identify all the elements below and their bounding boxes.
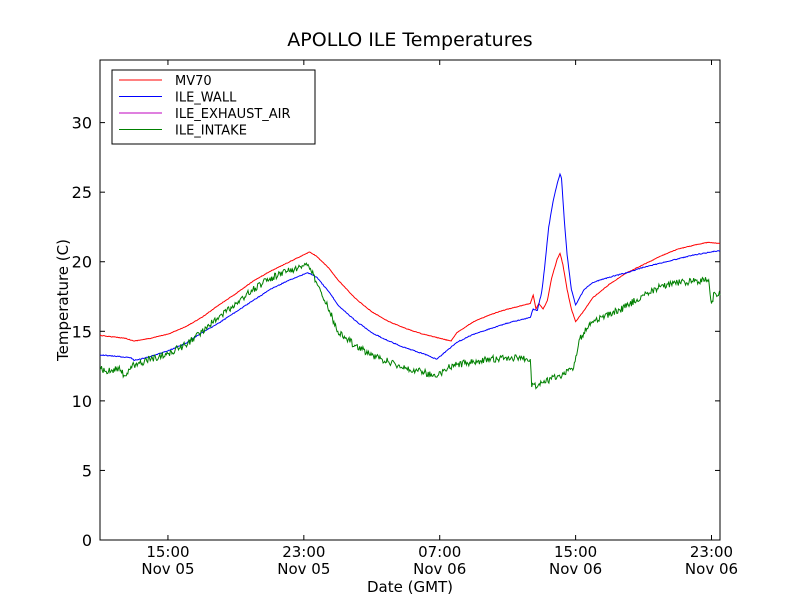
y-tick-label: 25: [72, 183, 92, 202]
x-tick-label-date: Nov 06: [685, 560, 738, 578]
legend-label: ILE_INTAKE: [175, 124, 247, 139]
legend-box: [111, 69, 316, 145]
x-tick-label-time: 23:00: [690, 543, 733, 561]
y-tick-label: 0: [82, 531, 92, 550]
legend-label: ILE_WALL: [175, 91, 237, 106]
series-line-ile-intake: [99, 262, 721, 390]
y-tick-label: 15: [72, 322, 92, 341]
y-axis-label: Temperature (C): [54, 239, 72, 362]
x-axis-label: Date (GMT): [367, 578, 453, 596]
plot-area-frame: [99, 59, 721, 541]
series-group: [99, 172, 721, 390]
x-tick-label-time: 15:00: [146, 543, 189, 561]
legend-label: ILE_EXHAUST_AIR: [175, 107, 291, 122]
x-tick-label-date: Nov 06: [549, 560, 602, 578]
x-tick-label-date: Nov 05: [277, 560, 330, 578]
series-line-mv70: [99, 241, 721, 342]
y-tick-label: 10: [72, 392, 92, 411]
chart-title: APOLLO ILE Temperatures: [287, 29, 532, 51]
y-tick-label: 5: [82, 461, 92, 480]
x-tick-label-date: Nov 06: [413, 560, 466, 578]
x-tick-label-date: Nov 05: [141, 560, 194, 578]
y-tick-label: 20: [72, 253, 92, 272]
x-tick-label-time: 15:00: [554, 543, 597, 561]
legend-label: MV70: [175, 74, 212, 89]
y-tick-label: 30: [72, 114, 92, 133]
x-tick-label-time: 23:00: [282, 543, 325, 561]
x-tick-label-time: 07:00: [418, 543, 461, 561]
series-line-ile-wall: [99, 172, 721, 362]
